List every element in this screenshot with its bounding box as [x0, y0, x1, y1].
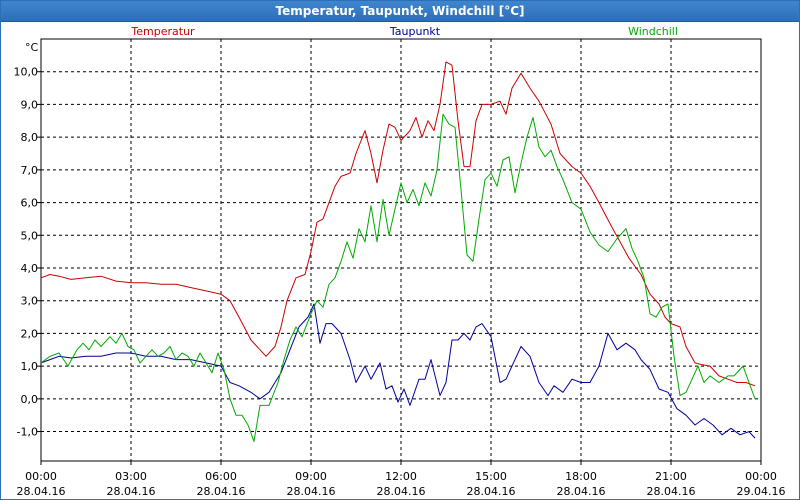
x-tick-date: 28.04.16 — [647, 485, 696, 498]
y-tick-label: 9,0 — [21, 98, 39, 111]
x-tick-date: 28.04.16 — [287, 485, 336, 498]
x-tick-date: 28.04.16 — [107, 485, 156, 498]
legend-entry-taupunkt: Taupunkt — [389, 25, 441, 38]
y-tick-label: -1,0 — [17, 426, 38, 439]
y-tick-label: 8,0 — [21, 131, 39, 144]
series-line-windchill — [40, 113, 756, 442]
x-tick-date: 28.04.16 — [557, 485, 606, 498]
y-tick-label: 4,0 — [21, 262, 39, 275]
x-tick-date: 28.04.16 — [377, 485, 426, 498]
y-tick-label: 1,0 — [21, 360, 39, 373]
x-axis-ticks: 00:00 28.04.16 03:00 28.04.16 06:00 28.04.16 0… — [17, 461, 786, 498]
x-tick-date: 28.04.16 — [467, 485, 516, 498]
y-tick-label: 7,0 — [21, 164, 39, 177]
y-tick-label: 0,0 — [21, 393, 39, 406]
x-tick-time: 06:00 — [205, 470, 237, 483]
y-axis-label: °C — [25, 41, 39, 54]
x-tick-time: 18:00 — [565, 470, 597, 483]
y-axis-ticks: 10,0 9,0 8,0 7,0 6,0 5,0 4,0 3,0 2,0 1,0 0,0 -1,0 — [14, 66, 41, 439]
series-line-temperatur — [40, 61, 756, 387]
x-tick-date: 29.04.16 — [737, 485, 786, 498]
y-tick-label: 6,0 — [21, 197, 39, 210]
x-tick-time: 21:00 — [655, 470, 687, 483]
y-tick-label: 10,0 — [14, 66, 39, 79]
series-line-taupunkt — [40, 303, 756, 439]
x-tick-time: 09:00 — [295, 470, 327, 483]
x-tick-time: 03:00 — [115, 470, 147, 483]
x-tick-date: 28.04.16 — [17, 485, 66, 498]
y-tick-label: 5,0 — [21, 229, 39, 242]
series-lines — [40, 61, 756, 442]
grid-lines — [41, 39, 761, 461]
y-tick-label: 2,0 — [21, 327, 39, 340]
x-tick-time: 15:00 — [475, 470, 507, 483]
x-tick-time: 00:00 — [745, 470, 777, 483]
legend-entry-temperatur: Temperatur — [130, 25, 195, 38]
y-tick-label: 3,0 — [21, 295, 39, 308]
window-title: Temperatur, Taupunkt, Windchill [°C] — [1, 1, 799, 22]
legend-entry-windchill: Windchill — [628, 25, 678, 38]
x-tick-time: 00:00 — [25, 470, 57, 483]
x-tick-time: 12:00 — [385, 470, 417, 483]
legend: Temperatur Taupunkt Windchill — [130, 25, 678, 38]
x-tick-date: 28.04.16 — [197, 485, 246, 498]
